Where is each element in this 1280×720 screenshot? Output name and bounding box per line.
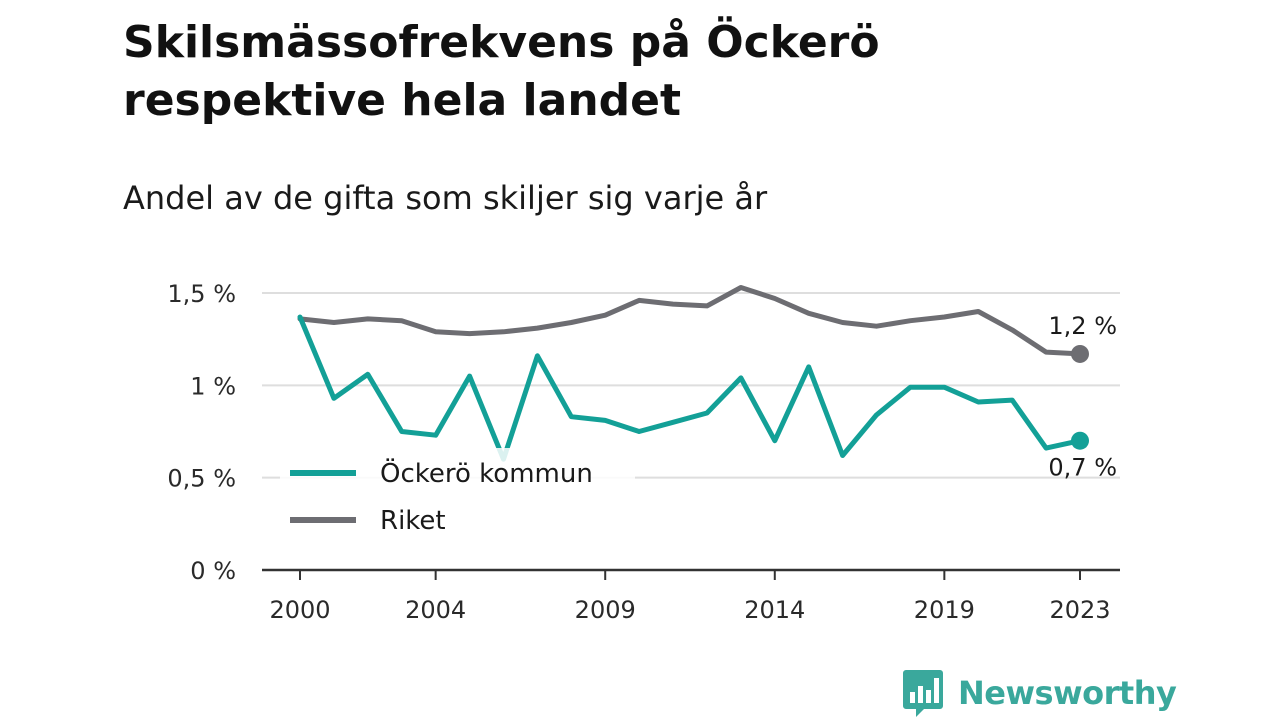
series-line-ockero	[297, 314, 1083, 462]
x-tick-label: 2004	[405, 596, 466, 624]
legend-label: Öckerö kommun	[380, 457, 593, 489]
y-tick-label: 0 %	[190, 557, 236, 585]
axes: 0 % 0,5 % 1 % 1,5 % 2000 2004 2009 2014 2019 2023	[167, 280, 1120, 624]
series-lines	[297, 285, 1089, 462]
legend-background	[280, 448, 635, 546]
brand-name: Newsworthy	[958, 674, 1177, 712]
end-label-riket: 1,2 %	[1048, 312, 1117, 340]
x-tick-label: 2019	[914, 596, 975, 624]
chart-title: Skilsmässofrekvens på Öckerö respektive …	[123, 17, 880, 126]
x-tick-label: 2023	[1049, 596, 1110, 624]
end-marker	[1071, 431, 1089, 450]
legend: Öckerö kommun Riket	[280, 448, 635, 546]
end-label-ockero: 0,7 %	[1048, 454, 1117, 482]
end-marker	[1071, 344, 1089, 363]
y-tick-label: 0,5 %	[167, 465, 236, 493]
chart-subtitle: Andel av de gifta som skiljer sig varje …	[123, 179, 768, 217]
x-tick-label: 2014	[744, 596, 805, 624]
legend-label: Riket	[380, 506, 446, 536]
brand-logo: Newsworthy	[902, 668, 1177, 718]
y-tick-label: 1 %	[190, 372, 236, 400]
y-tick-label: 1,5 %	[167, 280, 236, 308]
series-line-riket	[297, 285, 1083, 357]
end-labels: 1,2 % 0,7 %	[1048, 312, 1117, 482]
bar-chart-speech-bubble-icon	[903, 670, 943, 717]
x-tick-label: 2009	[575, 596, 636, 624]
x-tick-label: 2000	[269, 596, 330, 624]
